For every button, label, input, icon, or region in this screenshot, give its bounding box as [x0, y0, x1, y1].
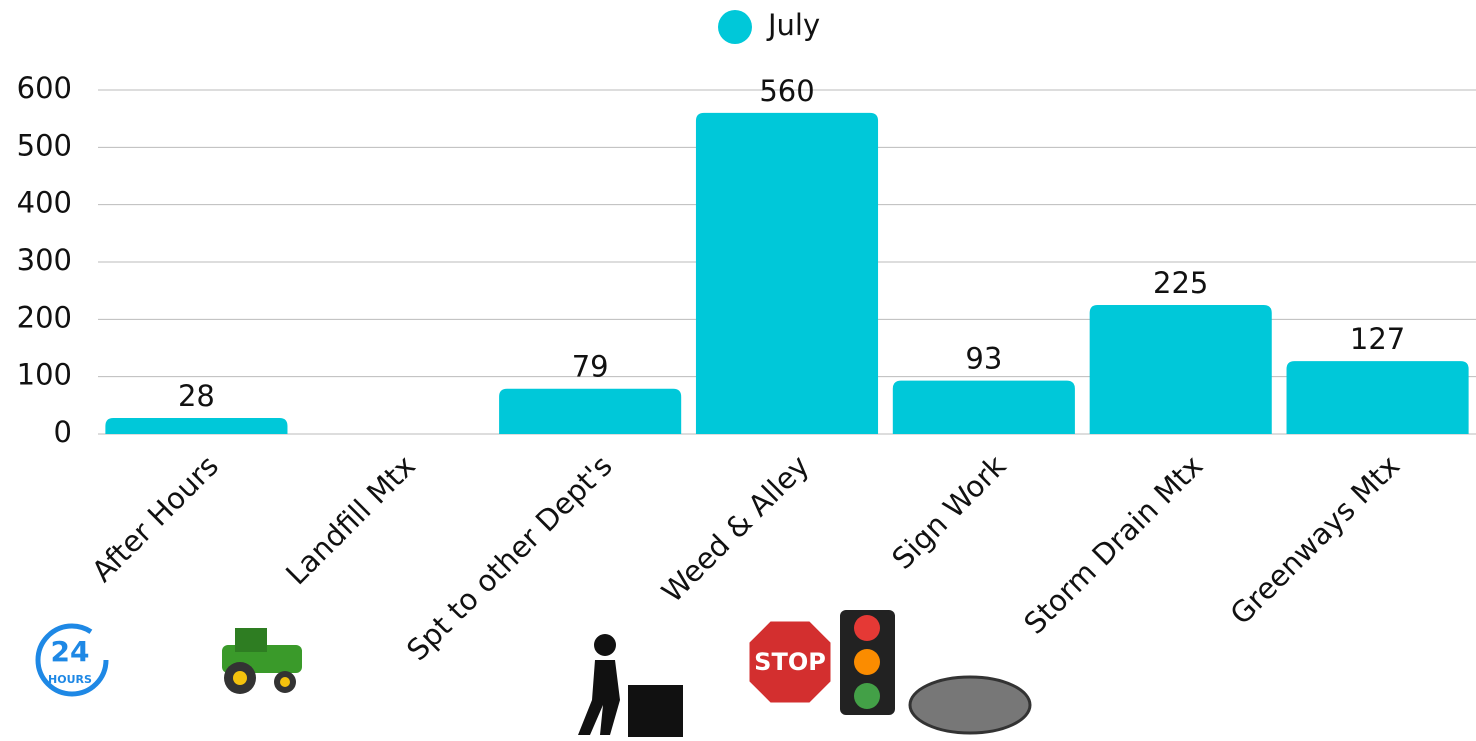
traffic-light-icon: [854, 649, 880, 675]
data-label: 93: [965, 342, 1002, 376]
tractor-icon: [233, 671, 247, 685]
bar: [1089, 305, 1272, 434]
stop-icon: [746, 618, 834, 706]
data-label: 127: [1350, 322, 1405, 356]
worker-icon: [594, 634, 616, 656]
y-tick-label: 200: [17, 300, 72, 334]
tractor-icon: [280, 677, 290, 687]
icon-text: 24: [51, 635, 90, 668]
x-tick-label: Landfill Mtx: [279, 449, 422, 592]
traffic-light-icon: [854, 683, 880, 709]
bar: [105, 417, 288, 434]
bar: [695, 112, 879, 434]
clock-icon: [35, 623, 109, 697]
icon-text: STOP: [754, 648, 826, 676]
data-label: 225: [1153, 266, 1208, 300]
x-tick-label: Sign Work: [885, 448, 1012, 575]
hedge-icon: [628, 685, 683, 737]
bar: [499, 388, 682, 434]
bar: [892, 380, 1075, 434]
icons: 24 HOURS STOP: [35, 610, 1032, 737]
y-tick-label: 400: [17, 186, 72, 220]
data-label: 79: [572, 350, 609, 384]
y-tick-label: 600: [17, 71, 72, 105]
bar: [1286, 361, 1469, 434]
y-tick-label: 500: [17, 128, 72, 162]
legend-label: July: [766, 8, 820, 42]
x-tick-label: After Hours: [85, 449, 225, 589]
x-tick-label: Weed & Alley: [655, 449, 816, 610]
icon-text: HOURS: [48, 673, 92, 686]
traffic-light-icon: [854, 615, 880, 641]
data-label: 28: [178, 379, 215, 413]
y-tick-label: 300: [17, 243, 72, 277]
x-tick-label: Greenways Mtx: [1223, 449, 1406, 632]
drain-icon: [908, 675, 1032, 735]
x-tick-label: Spt to other Dept's: [400, 449, 619, 668]
legend-swatch: [718, 10, 752, 44]
data-label: 560: [759, 74, 814, 108]
y-tick-label: 100: [17, 358, 72, 392]
tractor-icon: [235, 628, 267, 652]
x-tick-label: Storm Drain Mtx: [1017, 449, 1209, 641]
y-tick-label: 0: [54, 415, 72, 449]
worker-icon: [578, 660, 620, 735]
